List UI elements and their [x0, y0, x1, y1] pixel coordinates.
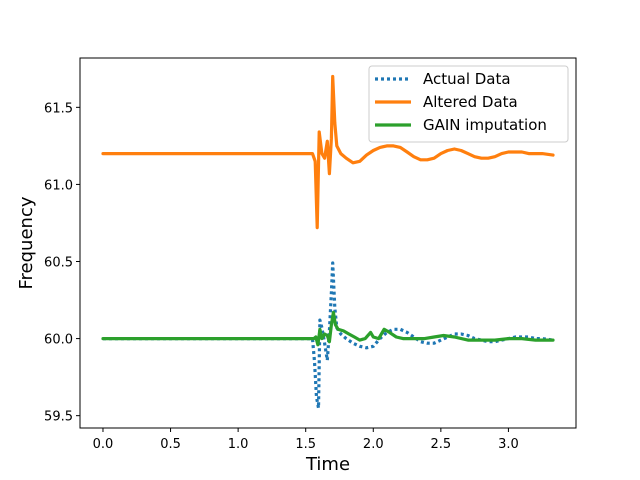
series-line-2 [101, 74, 555, 230]
x-tick-label: 2.0 [363, 437, 384, 452]
y-tick-label: 61.0 [44, 178, 73, 193]
y-axis-title: Frequency [16, 196, 37, 289]
x-tick-label: 1.5 [295, 437, 316, 452]
x-tick-label: 2.5 [431, 437, 452, 452]
legend-frame [368, 65, 569, 143]
plot-frame [79, 57, 577, 429]
y-tick-label: 61.5 [44, 101, 73, 116]
legend: Actual Data Altered Data GAIN imputation [368, 65, 569, 143]
x-axis-title: Time [305, 454, 350, 475]
legend-label-3: GAIN imputation [423, 116, 547, 134]
y-tick-label: 60.5 [44, 256, 73, 271]
x-axis: 0.0 0.5 1.0 1.5 2.0 2.5 3.0 [93, 428, 519, 452]
legend-label-1: Actual Data [423, 70, 511, 88]
series-layer [101, 74, 555, 410]
y-axis: 59.5 60.0 60.5 61.0 61.5 [44, 101, 80, 425]
legend-label-2: Altered Data [423, 93, 518, 111]
y-tick-label: 59.5 [44, 410, 73, 425]
x-tick-label: 0.5 [160, 437, 181, 452]
x-tick-label: 3.0 [498, 437, 519, 452]
series-line-3 [101, 310, 555, 347]
y-tick-label: 60.0 [44, 333, 73, 348]
x-tick-label: 1.0 [228, 437, 249, 452]
x-tick-label: 0.0 [93, 437, 114, 452]
